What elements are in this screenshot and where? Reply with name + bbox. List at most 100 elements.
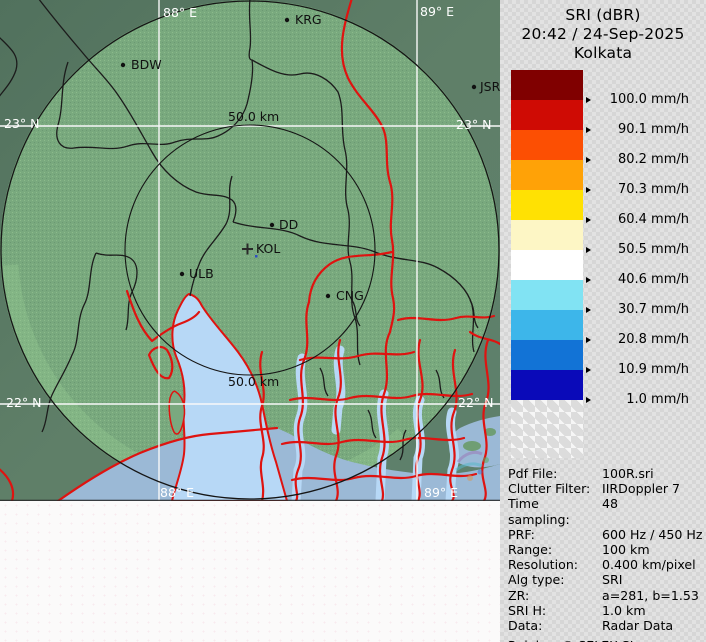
tick-arrow-icon xyxy=(586,217,591,223)
meta-row: Range: 100 km xyxy=(508,542,704,557)
radar-echo-blob xyxy=(455,450,489,481)
tick-label: 60.4 mm/h xyxy=(617,212,689,227)
scale-color-swatch xyxy=(511,280,583,310)
lat-label-22n-right: 22° N xyxy=(458,395,493,410)
tick-label: 40.6 mm/h xyxy=(617,272,689,287)
scale-tick: 30.7 mm/h xyxy=(586,302,689,318)
meta-label: Pdf File: xyxy=(508,466,558,481)
meta-value: 100 km xyxy=(602,542,650,558)
product-title: SRI (dBR) xyxy=(565,6,641,24)
meta-row: Time sampling: 48 xyxy=(508,496,704,526)
metadata-block: Pdf File: 100R.sri Clutter Filter: IIRDopp… xyxy=(508,466,704,642)
radar-map: 88° E 89° E 88° E 89° E 23° N 23° N 22° … xyxy=(0,0,500,501)
meta-value: Radar Data xyxy=(602,618,674,634)
lat-label-23n-right: 23° N xyxy=(456,117,491,132)
radar-map-canvas: 88° E 89° E 88° E 89° E 23° N 23° N 22° … xyxy=(0,0,500,501)
meta-label: Clutter Filter: xyxy=(508,481,591,497)
tick-arrow-icon xyxy=(586,127,591,133)
lon-label-89e-bottom: 89° E xyxy=(424,485,458,500)
lon-label-88e-bottom: 88° E xyxy=(160,485,194,500)
meta-value: SRI xyxy=(602,572,623,588)
bottom-empty-strip xyxy=(0,501,500,642)
tick-arrow-icon xyxy=(586,97,591,103)
meta-label: Alg type: xyxy=(508,572,565,588)
station-label-dd: DD xyxy=(279,217,298,232)
meta-label: SRI H: xyxy=(508,602,547,618)
lat-label-23n-left: 23° N xyxy=(4,116,39,131)
scale-tick: 60.4 mm/h xyxy=(586,212,689,228)
scale-color-swatch xyxy=(511,190,583,220)
scale-color-swatch xyxy=(511,370,583,400)
color-scale-bar xyxy=(511,70,583,400)
meta-value: 600 Hz / 450 Hz xyxy=(602,526,703,542)
meta-label: Data: xyxy=(508,618,543,634)
tick-arrow-icon xyxy=(586,397,591,403)
station-label-ulb: ULB xyxy=(189,266,214,281)
scale-tick: 1.0 mm/h xyxy=(586,392,689,408)
sea-water xyxy=(58,416,500,501)
software-brand: Rainbow® SELEX-SI xyxy=(508,638,704,642)
lat-label-22n-left: 22° N xyxy=(6,395,41,410)
station-label-cng: CNG xyxy=(336,288,364,303)
meta-label: Range: xyxy=(508,542,553,558)
scale-tick: 80.2 mm/h xyxy=(586,152,689,168)
tick-label: 1.0 mm/h xyxy=(626,392,689,407)
meta-row: Clutter Filter: IIRDoppler 7 xyxy=(508,481,704,496)
meta-row: Alg type: SRI xyxy=(508,572,704,587)
tick-arrow-icon xyxy=(586,337,591,343)
info-panel: SRI (dBR) 20:42 / 24-Sep-2025 Kolkata 10… xyxy=(500,0,706,642)
scale-tick: 10.9 mm/h xyxy=(586,362,689,378)
radar-site-name: Kolkata xyxy=(573,44,633,62)
meta-value: 48 xyxy=(602,496,619,512)
meta-row: SRI H: 1.0 km xyxy=(508,603,704,618)
scale-tick: 100.0 mm/h xyxy=(586,92,689,108)
radar-site-marker xyxy=(242,243,253,255)
station-label-jsr: JSR xyxy=(479,79,500,94)
district-boundaries xyxy=(0,0,479,461)
meta-value: IIRDoppler 7 xyxy=(602,481,681,497)
tick-label: 20.8 mm/h xyxy=(617,332,689,347)
station-dot-jsr xyxy=(471,84,477,90)
map-labels: 88° E 89° E 88° E 89° E 23° N 23° N 22° … xyxy=(4,4,500,500)
station-label-bdw: BDW xyxy=(131,57,162,72)
scale-tick: 90.1 mm/h xyxy=(586,122,689,138)
scan-datetime: 20:42 / 24-Sep-2025 xyxy=(521,25,685,43)
scale-color-swatch xyxy=(511,70,583,100)
range-label-50km-top: 50.0 km xyxy=(228,109,279,124)
title-block: SRI (dBR) 20:42 / 24-Sep-2025 Kolkata xyxy=(500,6,706,63)
scale-tick: 40.6 mm/h xyxy=(586,272,689,288)
tick-arrow-icon xyxy=(586,187,591,193)
tick-arrow-icon xyxy=(586,157,591,163)
scale-tick: 70.3 mm/h xyxy=(586,182,689,198)
tick-label: 100.0 mm/h xyxy=(609,92,689,107)
lon-label-89e-top: 89° E xyxy=(420,4,454,19)
tick-arrow-icon xyxy=(586,277,591,283)
scale-color-swatch xyxy=(511,310,583,340)
station-dot-ulb xyxy=(179,271,185,277)
station-dot-dd xyxy=(269,222,275,228)
river-network-red xyxy=(0,0,500,501)
tick-label: 70.3 mm/h xyxy=(617,182,689,197)
station-label-kol: KOL xyxy=(256,241,280,256)
scale-color-swatch xyxy=(511,130,583,160)
tick-label: 50.5 mm/h xyxy=(617,242,689,257)
meta-row: Resolution: 0.400 km/pixel xyxy=(508,557,704,572)
meta-label: PRF: xyxy=(508,526,535,542)
latlon-gridlines xyxy=(0,0,500,501)
meta-label: ZR: xyxy=(508,587,530,603)
estuary-river xyxy=(168,292,289,501)
meta-row: Data: Radar Data xyxy=(508,618,704,633)
scale-color-swatch xyxy=(511,250,583,280)
tick-arrow-icon xyxy=(586,307,591,313)
station-dots xyxy=(120,17,477,299)
scale-tick: 20.8 mm/h xyxy=(586,332,689,348)
station-dot-cng xyxy=(325,293,331,299)
tick-label: 30.7 mm/h xyxy=(617,302,689,317)
meta-value: 100R.sri xyxy=(602,466,654,481)
scale-color-swatch xyxy=(511,100,583,130)
meta-row: PRF: 600 Hz / 450 Hz xyxy=(508,527,704,542)
station-label-krg: KRG xyxy=(295,12,322,27)
scale-color-swatch xyxy=(511,160,583,190)
range-label-50km-bottom: 50.0 km xyxy=(228,374,279,389)
station-dot-bdw xyxy=(120,62,126,68)
